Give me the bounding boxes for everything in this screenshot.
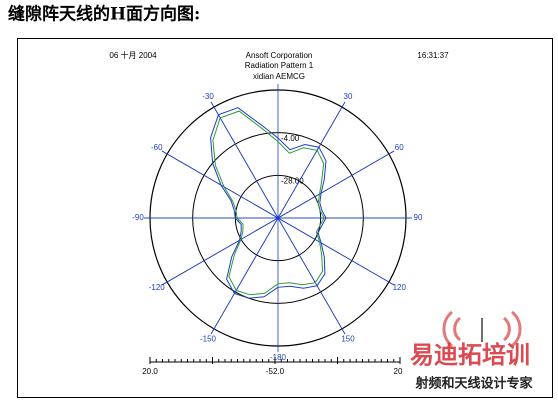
frame	[17, 38, 553, 398]
time: 16:31:37	[417, 51, 449, 60]
author: xidian AEMCG	[253, 72, 305, 81]
theta-tick-label: -60	[151, 143, 163, 152]
theta-tick-label: 90	[414, 213, 423, 222]
scale-ticks	[149, 357, 401, 364]
chart-subtitle: Radiation Pattern 1	[245, 61, 314, 70]
scale-label: 20.0	[142, 367, 158, 376]
theta-tick-label: -90	[132, 213, 144, 222]
pattern-line	[212, 110, 325, 296]
theta-tick-label: -30	[202, 92, 214, 101]
theta-tick-label: -120	[149, 283, 166, 292]
heading: 缝隙阵天线的H面方向图:	[8, 4, 200, 25]
watermark-brand: 易迪拓培训	[410, 341, 530, 369]
watermark-icon	[442, 310, 522, 348]
theta-tick-label: 60	[395, 143, 404, 152]
polar-chart: -4.00 -28.00 -180 -150 -120 -90 -60 -30 30 60 90 12…	[132, 84, 423, 362]
theta-tick-label: 150	[341, 334, 355, 343]
theta-tick-label: -180	[270, 353, 287, 362]
theta-tick-label: 120	[393, 283, 407, 292]
scale-label: 20	[394, 367, 403, 376]
theta-tick-label: -150	[200, 334, 217, 343]
pattern-line	[210, 107, 327, 299]
watermark-slogan: 射频和天线设计专家	[414, 376, 533, 392]
chart-title: Ansoft Corporation	[246, 51, 313, 60]
r-tick-label: -4.00	[281, 134, 300, 143]
theta-tick-label: 30	[344, 92, 353, 101]
spoke	[210, 101, 346, 335]
scale-label: -52.0	[266, 367, 285, 376]
r-tick-label: -28.00	[281, 176, 304, 185]
date: 06 十月 2004	[109, 50, 157, 60]
